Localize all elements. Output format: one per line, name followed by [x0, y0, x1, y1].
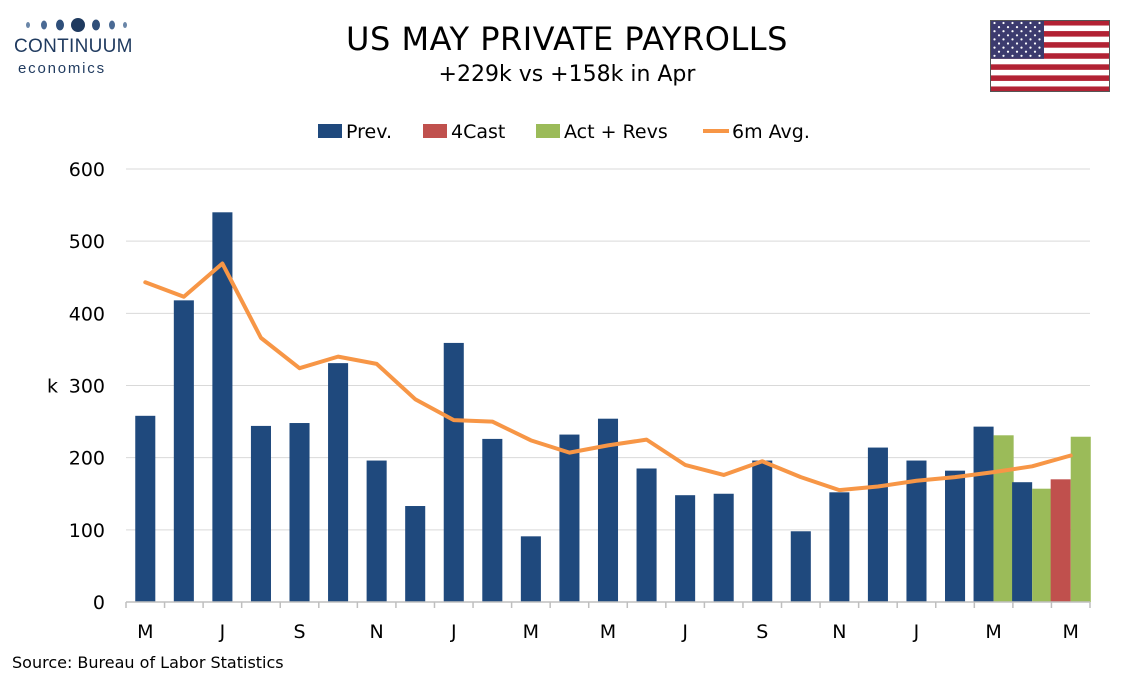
- bar-prev-: [559, 434, 580, 602]
- x-tick-label: J: [219, 621, 226, 643]
- payrolls-chart: 0 100 200 300 400 500 600 k M J S N J M M J S N J M M Prev.…: [47, 121, 1091, 643]
- bar-act-revs: [1070, 436, 1091, 602]
- bar-act-revs: [993, 435, 1014, 602]
- y-tick-label: 600: [69, 159, 105, 181]
- continuum-logo: CONTINUUM economics: [14, 14, 134, 77]
- y-tick-label: 200: [69, 448, 105, 470]
- bar-4cast: [1050, 479, 1071, 602]
- bar-prev-: [906, 460, 927, 602]
- y-tick-label: 300: [69, 376, 105, 398]
- bar-prev-: [328, 363, 349, 602]
- bar-prev-: [636, 468, 657, 602]
- bar-prev-: [405, 506, 426, 602]
- y-tick-label: 0: [93, 592, 105, 614]
- legend: Prev. 4Cast Act + Revs 6m Avg.: [318, 121, 810, 143]
- logo-text: CONTINUUM: [14, 36, 133, 57]
- legend-swatch: [318, 124, 342, 138]
- logo-dots-icon: [26, 18, 127, 32]
- bars: [135, 212, 1091, 603]
- y-tick-label: 500: [69, 231, 105, 253]
- avg-series-line: [143, 261, 1073, 493]
- bar-prev-: [829, 492, 850, 602]
- x-tick-label: M: [137, 621, 153, 643]
- x-tick-label: J: [913, 621, 920, 643]
- x-tick-label: M: [600, 621, 616, 643]
- chart-subtitle: +229k vs +158k in Apr: [438, 62, 696, 87]
- bar-prev-: [675, 495, 696, 602]
- y-tick-label: 400: [69, 303, 105, 325]
- legend-swatch: [423, 124, 447, 138]
- bar-prev-: [713, 493, 734, 602]
- legend-label: Prev.: [346, 121, 392, 143]
- chart-title: US MAY PRIVATE PAYROLLS: [346, 20, 788, 58]
- bar-prev-: [443, 342, 464, 602]
- bar-prev-: [366, 460, 387, 602]
- us-flag-icon: [990, 20, 1110, 92]
- avg-line: [143, 261, 1073, 493]
- x-tick-label: J: [681, 621, 688, 643]
- x-tick-label: N: [370, 621, 384, 643]
- legend-label: Act + Revs: [564, 121, 668, 143]
- bar-prev-: [752, 460, 773, 602]
- x-tick-label: M: [523, 621, 539, 643]
- y-axis-label: k: [47, 376, 58, 398]
- bar-prev-: [520, 536, 541, 602]
- legend-swatch: [536, 124, 560, 138]
- x-tick-label: M: [985, 621, 1001, 643]
- bar-prev-: [212, 212, 233, 603]
- x-tick-label: N: [832, 621, 846, 643]
- bar-prev-: [867, 447, 888, 602]
- x-tick-label: J: [450, 621, 457, 643]
- bar-prev-: [790, 531, 811, 602]
- gridlines: 0 100 200 300 400 500 600 k: [47, 159, 1090, 614]
- x-tick-label: M: [1063, 621, 1079, 643]
- source-note: Source: Bureau of Labor Statistics: [12, 653, 284, 672]
- x-tick-label: S: [756, 621, 768, 643]
- bar-act-revs: [1032, 488, 1053, 602]
- y-tick-label: 100: [69, 520, 105, 542]
- bar-prev-: [250, 425, 271, 602]
- bar-prev-: [1012, 482, 1033, 602]
- bar-prev-: [289, 423, 310, 602]
- bar-prev-: [173, 300, 194, 602]
- bar-prev-: [973, 426, 994, 602]
- legend-label: 6m Avg.: [732, 121, 810, 143]
- bar-prev-: [945, 470, 966, 602]
- x-tick-label: S: [293, 621, 305, 643]
- bar-prev-: [135, 415, 156, 602]
- bar-prev-: [597, 418, 619, 602]
- logo-subtext: economics: [18, 60, 106, 77]
- legend-label: 4Cast: [451, 121, 505, 143]
- bar-prev-: [482, 438, 503, 602]
